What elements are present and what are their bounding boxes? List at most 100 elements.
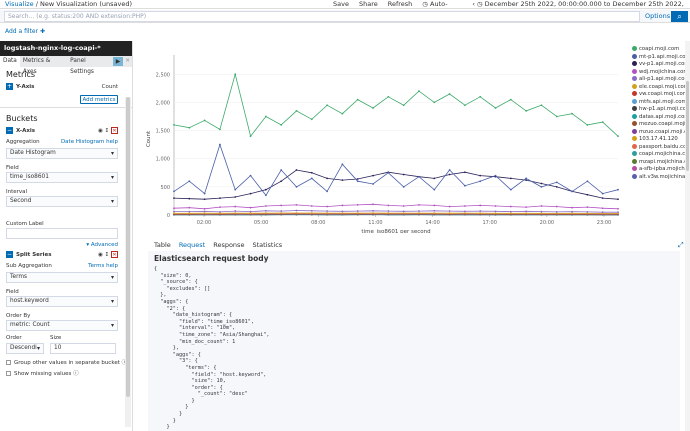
remove-icon[interactable]: ✕	[111, 127, 118, 134]
drag-icon[interactable]: ↕	[104, 252, 110, 258]
custom-label-input[interactable]	[6, 228, 118, 239]
terms-help-link[interactable]: Terms help	[88, 263, 118, 269]
legend-item[interactable]: vv-p1.api.moji.com	[632, 61, 690, 69]
legend-item[interactable]: passport.baidu.com	[632, 143, 690, 152]
legend-item[interactable]: alt.v3w.mojichina.com	[632, 173, 690, 182]
field2-select[interactable]: host.keyword	[6, 296, 118, 307]
sidebar-scrollbar[interactable]	[125, 97, 131, 427]
scrollbar-thumb[interactable]	[686, 81, 689, 171]
drag-icon[interactable]: ↕	[104, 128, 110, 134]
tab-request[interactable]: Request	[178, 241, 206, 249]
legend-dot-icon	[632, 113, 637, 119]
data-point	[341, 163, 344, 166]
data-point	[249, 212, 252, 215]
data-point	[494, 174, 497, 177]
help-icon[interactable]: ⓘ	[73, 371, 79, 377]
data-point	[448, 169, 451, 171]
legend-item[interactable]: coapi.mojichina.com	[632, 151, 690, 159]
data-point	[234, 212, 237, 215]
legend-item[interactable]: a-sfb-ipba.mojichina.com	[632, 166, 690, 174]
options-button[interactable]: Options	[645, 12, 671, 20]
orderby-select[interactable]: metric: Count	[6, 320, 118, 331]
save-button[interactable]: Save	[333, 0, 349, 8]
legend-item[interactable]: mzuo.coapi.moji.com	[632, 128, 690, 137]
data-point	[188, 212, 191, 215]
main-scrollbar[interactable]	[685, 41, 690, 431]
tab-table[interactable]: Table	[154, 241, 171, 249]
expand-icon[interactable]: ⤢	[678, 241, 684, 249]
x-tick-label: 11:00	[368, 220, 382, 226]
tab-response[interactable]: Response	[213, 241, 245, 249]
data-point	[387, 95, 390, 98]
data-point	[509, 210, 512, 213]
legend-item[interactable]: hw-p1.api.moji.com	[632, 106, 690, 114]
advanced-toggle[interactable]: ▾ Advanced	[86, 242, 118, 248]
subagg-select[interactable]: Terms	[6, 272, 118, 283]
discard-changes-icon[interactable]: ✕	[125, 58, 131, 64]
scrollbar-thumb[interactable]	[126, 97, 130, 397]
toggle-icon[interactable]: ◉	[98, 252, 103, 258]
show-missing-checkbox[interactable]	[6, 371, 11, 376]
group-other-row[interactable]: Group other values in separate bucket ⓘ	[0, 358, 132, 369]
data-point	[341, 204, 344, 207]
data-point	[326, 205, 329, 208]
collapse-minus-icon[interactable]: −	[6, 127, 13, 134]
data-point	[571, 210, 573, 213]
legend-item[interactable]: datas.api.moji.com	[632, 113, 690, 122]
data-point	[463, 212, 466, 215]
apply-changes-button[interactable]: ▶	[112, 57, 124, 66]
legend-item[interactable]: coapi.moji.com	[632, 46, 690, 54]
toggle-icon[interactable]: ◉	[98, 128, 103, 134]
data-point	[418, 210, 420, 212]
legend-item[interactable]: mezuo.coapi.moji.com	[632, 121, 690, 129]
search-icon: ⌕	[677, 12, 682, 21]
legend-label: wdj.mojichina.com	[639, 68, 689, 75]
tab-statistics[interactable]: Statistics	[252, 241, 283, 249]
legend-item[interactable]: mzapi.mojichina.com	[632, 158, 690, 167]
legend-item[interactable]: mt-p1.api.moji.com	[632, 53, 690, 62]
breadcrumb-visualize-link[interactable]: Visualize	[5, 0, 34, 8]
add-filter-link[interactable]: Add a filter ✚	[5, 28, 45, 35]
legend-dot-icon	[632, 61, 637, 66]
search-input[interactable]: Search... (e.g. status:200 AND extension…	[4, 11, 640, 22]
field-select[interactable]: time_iso8601	[6, 172, 118, 183]
top-bar: Visualize / New Visualization (unsaved) …	[0, 0, 690, 17]
aggregation-select[interactable]: Date Histogram	[6, 148, 118, 159]
data-point	[586, 212, 589, 215]
data-point	[418, 90, 420, 93]
legend-item[interactable]: mtfs.api.moji.com	[632, 98, 690, 107]
tab-data[interactable]: Data	[0, 56, 20, 67]
legend-item[interactable]: ali-p1.api.moji.com	[632, 76, 690, 84]
legend-dot-icon	[632, 166, 637, 171]
tab-metrics-axes[interactable]: Metrics & Axes	[22, 58, 51, 75]
yaxis-row[interactable]: + Y-Axis Count	[0, 82, 132, 93]
order-select[interactable]: Descendi	[6, 343, 44, 354]
share-button[interactable]: Share	[358, 0, 378, 8]
group-other-checkbox[interactable]	[6, 360, 11, 365]
data-point	[555, 212, 558, 215]
collapse-minus-icon[interactable]: −	[6, 251, 13, 258]
split-series-row[interactable]: − Split Series ◉ ↕ ✕	[0, 250, 132, 261]
xaxis-row[interactable]: − X-Axis ◉ ↕ ✕	[0, 126, 132, 137]
help-icon[interactable]: ⓘ	[122, 360, 128, 366]
data-point	[540, 182, 543, 185]
legend-dot-icon	[632, 68, 637, 74]
legend-item[interactable]: wdj.mojichina.com	[632, 68, 690, 77]
data-point	[509, 205, 512, 208]
interval-select[interactable]: Second	[6, 196, 118, 207]
remove-icon[interactable]: ✕	[111, 251, 118, 258]
add-metrics-button[interactable]: Add metrics	[80, 95, 118, 104]
tab-panel-settings[interactable]: Panel Settings	[70, 58, 94, 75]
refresh-button[interactable]: Refresh	[387, 0, 413, 8]
line-chart: 0 500 1,000 1,500 2,000 2,500 02:00 05:00 08:00 1…	[138, 41, 690, 233]
size-input[interactable]: 10	[50, 343, 116, 354]
aggregation-help-link[interactable]: Date Histogram help	[60, 139, 118, 145]
legend-item[interactable]: ele.coapi.moji.com	[632, 83, 690, 92]
search-button[interactable]: ⌕	[671, 11, 688, 22]
metrics-heading: Metrics	[6, 70, 36, 79]
prev-time-icon[interactable]: ‹	[472, 0, 475, 8]
expand-plus-icon[interactable]: +	[6, 83, 13, 90]
legend-item[interactable]: vw.coapi.moji.com	[632, 91, 690, 99]
legend-item[interactable]: 103.17.41.120	[632, 136, 690, 144]
show-missing-row[interactable]: Show missing values ⓘ	[0, 369, 132, 380]
